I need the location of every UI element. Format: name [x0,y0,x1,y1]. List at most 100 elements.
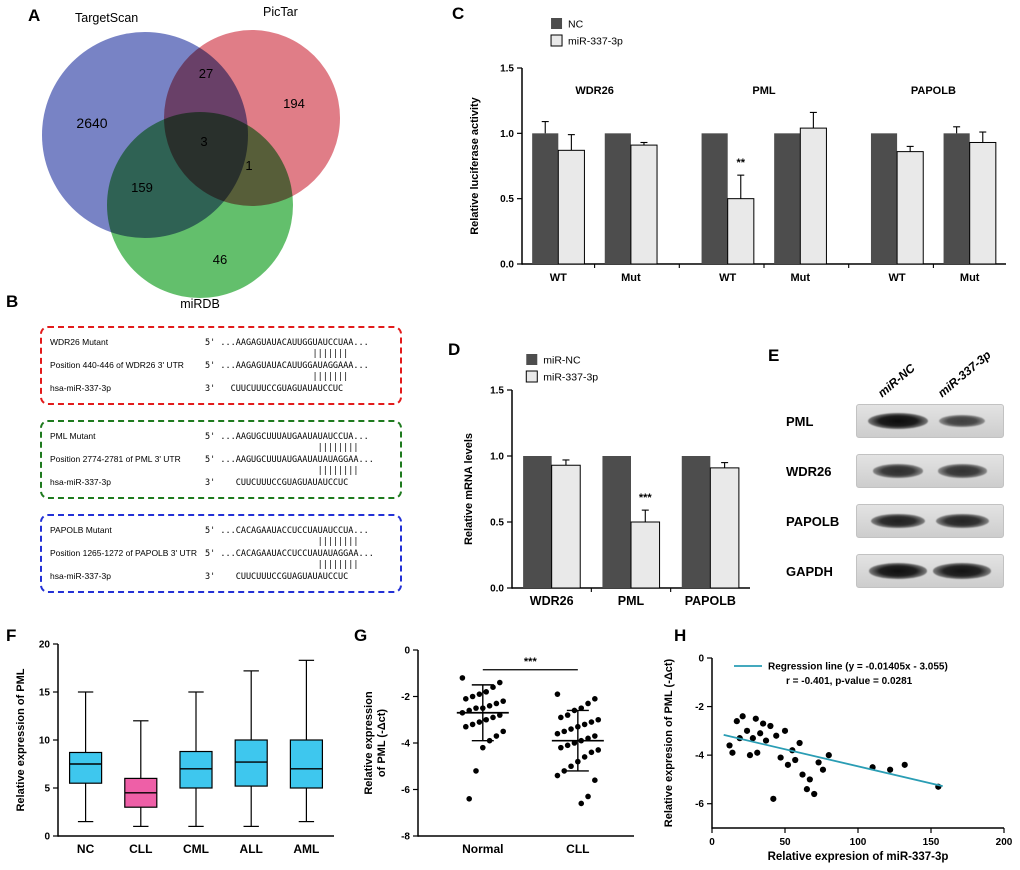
svg-text:15: 15 [39,688,51,699]
blot-protein-label: GAPDH [786,563,833,579]
chart-correlation-scatter: 0 -2 -4 -6 Relative expresion of PML (-Δct) 0… [660,636,1016,866]
svg-text:Relative mRNA levels: Relative mRNA levels [463,433,475,545]
svg-text:Relative expression of PML: Relative expression of PML [15,668,27,811]
lane-label-mir-nc: miR-NC [875,360,918,400]
svg-text:AML: AML [293,842,319,856]
alignment-row-label: PAPOLB Mutant [50,525,112,535]
svg-text:WT: WT [719,272,736,284]
svg-text:Regression line (y = -0.01405x: Regression line (y = -0.01405x - 3.055) [768,662,948,673]
svg-text:PAPOLB: PAPOLB [685,594,736,608]
svg-text:150: 150 [923,837,940,848]
blot-band [933,563,991,579]
alignment-sequence: 5' ...CACAGAAUACCUCCUAUAUCCUA... [205,526,369,536]
svg-text:1.0: 1.0 [500,129,514,140]
svg-text:-4: -4 [695,751,704,762]
venn-count-pictar-mirdb: 1 [245,158,252,173]
svg-text:5: 5 [44,784,50,795]
svg-text:ALL: ALL [240,842,263,856]
svg-text:miR-337-3p: miR-337-3p [543,372,598,384]
venn-count-pictar: 194 [283,96,305,111]
blot-band [937,464,987,478]
svg-text:0.0: 0.0 [490,584,504,595]
svg-text:Mut: Mut [960,272,980,284]
svg-text:NC: NC [568,19,584,31]
base-pairing-marks: |||||||| [205,537,359,547]
svg-text:20: 20 [39,640,51,651]
svg-text:0: 0 [698,654,704,665]
lane-labels: miR-NC miR-337-3p [786,348,1018,404]
blot-image [856,554,1004,588]
alignment-sequence: 3' CUUCUUUCCGUAGUAUAUCCUC [205,478,349,488]
blot-band [868,563,928,579]
alignment-sequence: 5' ...AAGAGUAUACAUUGGUAUCCUAA... [205,338,369,348]
svg-text:0.5: 0.5 [500,194,514,205]
alignment-row-label: Position 1265-1272 of PAPOLB 3' UTR [50,548,197,558]
svg-text:NC: NC [77,842,95,856]
panel-label-h: H [674,626,687,645]
alignment-sequence: 3' CUUCUUUCCGUAGUAUAUCCUC [205,384,344,394]
svg-text:-2: -2 [695,702,704,713]
venn-count-targetscan-mirdb: 159 [131,180,153,195]
venn-label-mirdb: miRDB [180,297,220,311]
svg-text:-6: -6 [401,785,410,796]
svg-text:CLL: CLL [566,842,589,856]
svg-text:Relative luciferase activity: Relative luciferase activity [469,96,481,234]
panel-label-e: E [768,346,780,365]
venn-diagram: TargetScan PicTar miRDB 2640 27 194 3 15… [42,5,340,311]
svg-text:0: 0 [709,837,715,848]
panel-label-g: G [354,626,368,645]
base-pairing-marks: ||||||| [205,372,349,382]
alignment-sequence: 5' ...AAGUGCUUUAUGAAUAUAUAGGAA... [205,455,374,465]
venn-count-targetscan-pictar: 27 [199,66,213,81]
venn-count-mirdb: 46 [213,252,227,267]
alignment-box-wdr26: WDR26 Mutant 5' ...AAGAGUAUACAUUGGUAUCCUA… [40,326,402,405]
alignment-sequence: 5' ...AAGAGUAUACAUUGGAUAGGAAA... [205,361,369,371]
svg-text:miR-337-3p: miR-337-3p [568,36,623,48]
alignment-sequence: 3' CUUCUUUCCGUAGUAUAUCCUC [205,572,349,582]
svg-text:Relative expression: Relative expression [363,691,375,795]
alignment-row-label: hsa-miR-337-3p [50,477,111,487]
blot-band [872,464,924,478]
chart-pml-dotplot-normal-vs-cll: 0 -2 -4 -6 -8 Relative expression of PML (-Δct… [360,636,646,866]
svg-text:-2: -2 [401,692,410,703]
base-pairing-marks: |||||||| [205,560,359,570]
alignment-box-papolb: PAPOLB Mutant 5' ...CACAGAAUACCUCCUAUAUCC… [40,514,402,593]
svg-text:Normal: Normal [462,842,503,856]
svg-text:WDR26: WDR26 [575,85,614,97]
svg-text:Mut: Mut [791,272,811,284]
blot-image [856,404,1004,438]
blot-band [870,513,925,529]
svg-text:-6: -6 [695,799,704,810]
svg-text:-8: -8 [401,832,410,843]
svg-text:CLL: CLL [129,842,152,856]
chart-mrna-levels: 0.0 0.5 1.0 1.5 Relative mRNA levels WDR26 PML… [460,346,760,618]
venn-circle-mirdb [107,112,293,298]
alignment-row-label: WDR26 Mutant [50,337,109,347]
svg-text:PML: PML [752,85,776,97]
chart-pml-expression-boxplot: 0 5 10 15 20 Relative expression of PML NC CLL C… [12,636,342,866]
svg-text:WDR26: WDR26 [530,594,574,608]
svg-text:0: 0 [404,646,410,657]
alignment-row-label: Position 440-446 of WDR26 3' UTR [50,360,184,370]
svg-text:PAPOLB: PAPOLB [911,85,956,97]
venn-label-pictar: PicTar [263,5,298,19]
blot-image [856,454,1004,488]
blot-band [867,413,928,429]
blot-rows: PML WDR26 PAPOLB GAPDH [786,404,1018,588]
blot-band [935,513,989,529]
svg-text:0: 0 [44,832,50,843]
svg-text:Relative expresion of PML (-Δc: Relative expresion of PML (-Δct) [663,658,675,827]
blot-row-wdr26: WDR26 [786,454,1018,488]
blot-protein-label: PAPOLB [786,513,840,529]
svg-text:Relative expresion of miR-337-: Relative expresion of miR-337-3p [768,851,949,863]
alignment-row-label: hsa-miR-337-3p [50,571,111,581]
blot-protein-label: WDR26 [786,463,832,479]
svg-text:0.5: 0.5 [490,518,504,529]
alignment-sequence: 5' ...CACAGAAUACCUCCUAUAUAGGAA... [205,549,374,559]
blot-row-papolb: PAPOLB [786,504,1018,538]
venn-label-targetscan: TargetScan [75,11,138,25]
svg-text:1.5: 1.5 [500,64,514,75]
base-pairing-marks: ||||||| [205,349,349,359]
svg-text:10: 10 [39,736,51,747]
target-alignment-panel: WDR26 Mutant 5' ...AAGAGUAUACAUUGGUAUCCUA… [40,326,402,608]
